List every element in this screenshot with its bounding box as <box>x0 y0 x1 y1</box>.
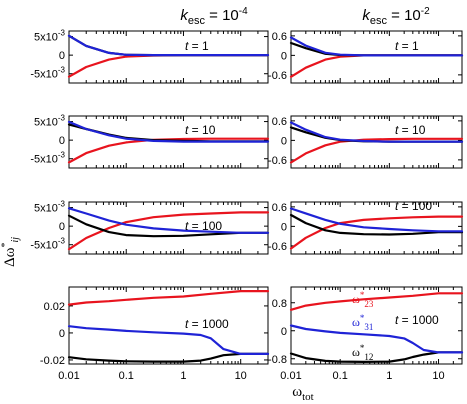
series-line-w23 <box>289 54 464 78</box>
series-line-w23 <box>67 53 270 78</box>
y-tick-label: -0.6 <box>268 241 287 253</box>
legend-w31: ω*31 <box>352 313 373 332</box>
x-tick-label: 10 <box>235 370 247 382</box>
y-tick-label: -0.8 <box>268 354 287 366</box>
panel-b1: 0.6 0 -0.6 t = 1 <box>268 30 464 84</box>
series-line-w23 <box>67 290 270 306</box>
y-axis-label: Δω*ij <box>0 237 21 267</box>
panel-b4: 0.8 0 -0.8 0.01 0.1 1 10 t = 1000 <box>268 286 464 382</box>
series-line-w31 <box>67 207 270 234</box>
series-line-w23 <box>289 292 464 311</box>
series-line-w23 <box>289 137 464 164</box>
y-tick-label: 0 <box>281 135 287 147</box>
x-tick-label: 0.01 <box>58 370 79 382</box>
series-line-w31 <box>67 34 270 57</box>
panel-b3: 0.6 0 -0.6 t = 100 <box>268 199 464 255</box>
time-annotation: t = 1000 <box>185 317 229 331</box>
series-legend: ω*23 ω*31 ω*12 <box>352 290 374 362</box>
panel-a3: 5x10-3 0 -5x10-3 t = 100 <box>30 200 270 255</box>
legend-w23: ω*23 <box>352 290 374 309</box>
y-tick-label: -0.02 <box>40 355 65 367</box>
panel-frame <box>290 30 463 84</box>
panel-a2: 5x10-3 0 -5x10-3 t = 10 <box>30 114 270 169</box>
y-tick-label: 0 <box>281 50 287 62</box>
y-tick-label: 0 <box>59 135 65 147</box>
y-tick-label: -5x10-3 <box>30 237 65 252</box>
series-line-w23 <box>67 211 270 251</box>
panel-a4: 0.02 0 -0.02 0.01 0.1 1 10 t = 1000 <box>40 286 270 382</box>
panel-a1: 5x10-3 0 -5x10-3 t = 1 <box>30 29 270 84</box>
time-annotation: t = 100 <box>185 219 222 233</box>
legend-w12: ω*12 <box>352 343 373 362</box>
series-line-w12 <box>67 352 270 363</box>
series-line-w31 <box>67 325 270 355</box>
series-line-w31 <box>289 207 464 233</box>
series-line-w31 <box>289 36 464 57</box>
y-tick-label: 0 <box>281 221 287 233</box>
x-tick-label: 0.1 <box>333 370 348 382</box>
time-annotation: t = 1000 <box>395 313 439 327</box>
x-tick-label: 10 <box>432 370 444 382</box>
y-tick-label: 0.6 <box>272 31 287 43</box>
panel-frame <box>68 201 269 255</box>
col-title-right: kesc = 10-2 <box>362 6 430 27</box>
y-tick-label: 5x10-3 <box>34 29 66 44</box>
series-line-w12 <box>289 351 464 363</box>
y-tick-label: 0 <box>59 328 65 340</box>
y-tick-label: -5x10-3 <box>30 151 65 166</box>
series-line-w12 <box>67 34 270 57</box>
time-annotation: t = 10 <box>395 123 426 137</box>
series-line-w31 <box>67 120 270 143</box>
x-tick-label: 0.01 <box>280 370 301 382</box>
series-line-w31 <box>289 324 464 354</box>
x-tick-label: 1 <box>386 370 392 382</box>
col-title-left: kesc = 10-4 <box>180 6 248 27</box>
y-tick-label: 0 <box>59 221 65 233</box>
y-tick-label: 5x10-3 <box>34 200 66 215</box>
y-tick-label: 0 <box>281 326 287 338</box>
x-axis-label: ωtot <box>292 384 314 403</box>
series-line-w23 <box>289 215 464 250</box>
y-tick-label: -0.6 <box>268 70 287 82</box>
panel-frame <box>68 30 269 84</box>
y-tick-label: 0 <box>59 50 65 62</box>
y-tick-label: 0.8 <box>272 298 287 310</box>
series-line-w31 <box>289 121 464 143</box>
series-line-w12 <box>289 213 464 236</box>
y-tick-label: 0.6 <box>272 202 287 214</box>
time-annotation: t = 10 <box>185 123 216 137</box>
panel-b2: 0.6 0 -0.6 t = 10 <box>268 115 464 169</box>
y-tick-label: 0.6 <box>272 116 287 128</box>
x-tick-label: 0.1 <box>119 370 134 382</box>
y-tick-label: 5x10-3 <box>34 114 66 129</box>
time-annotation: t = 1 <box>395 39 419 53</box>
y-tick-label: -5x10-3 <box>30 66 65 81</box>
y-tick-label: -0.6 <box>268 155 287 167</box>
time-annotation: t = 100 <box>395 199 432 213</box>
time-annotation: t = 1 <box>185 39 209 53</box>
y-tick-label: 0.02 <box>44 301 65 313</box>
x-tick-label: 1 <box>180 370 186 382</box>
panel-frame <box>290 201 463 255</box>
